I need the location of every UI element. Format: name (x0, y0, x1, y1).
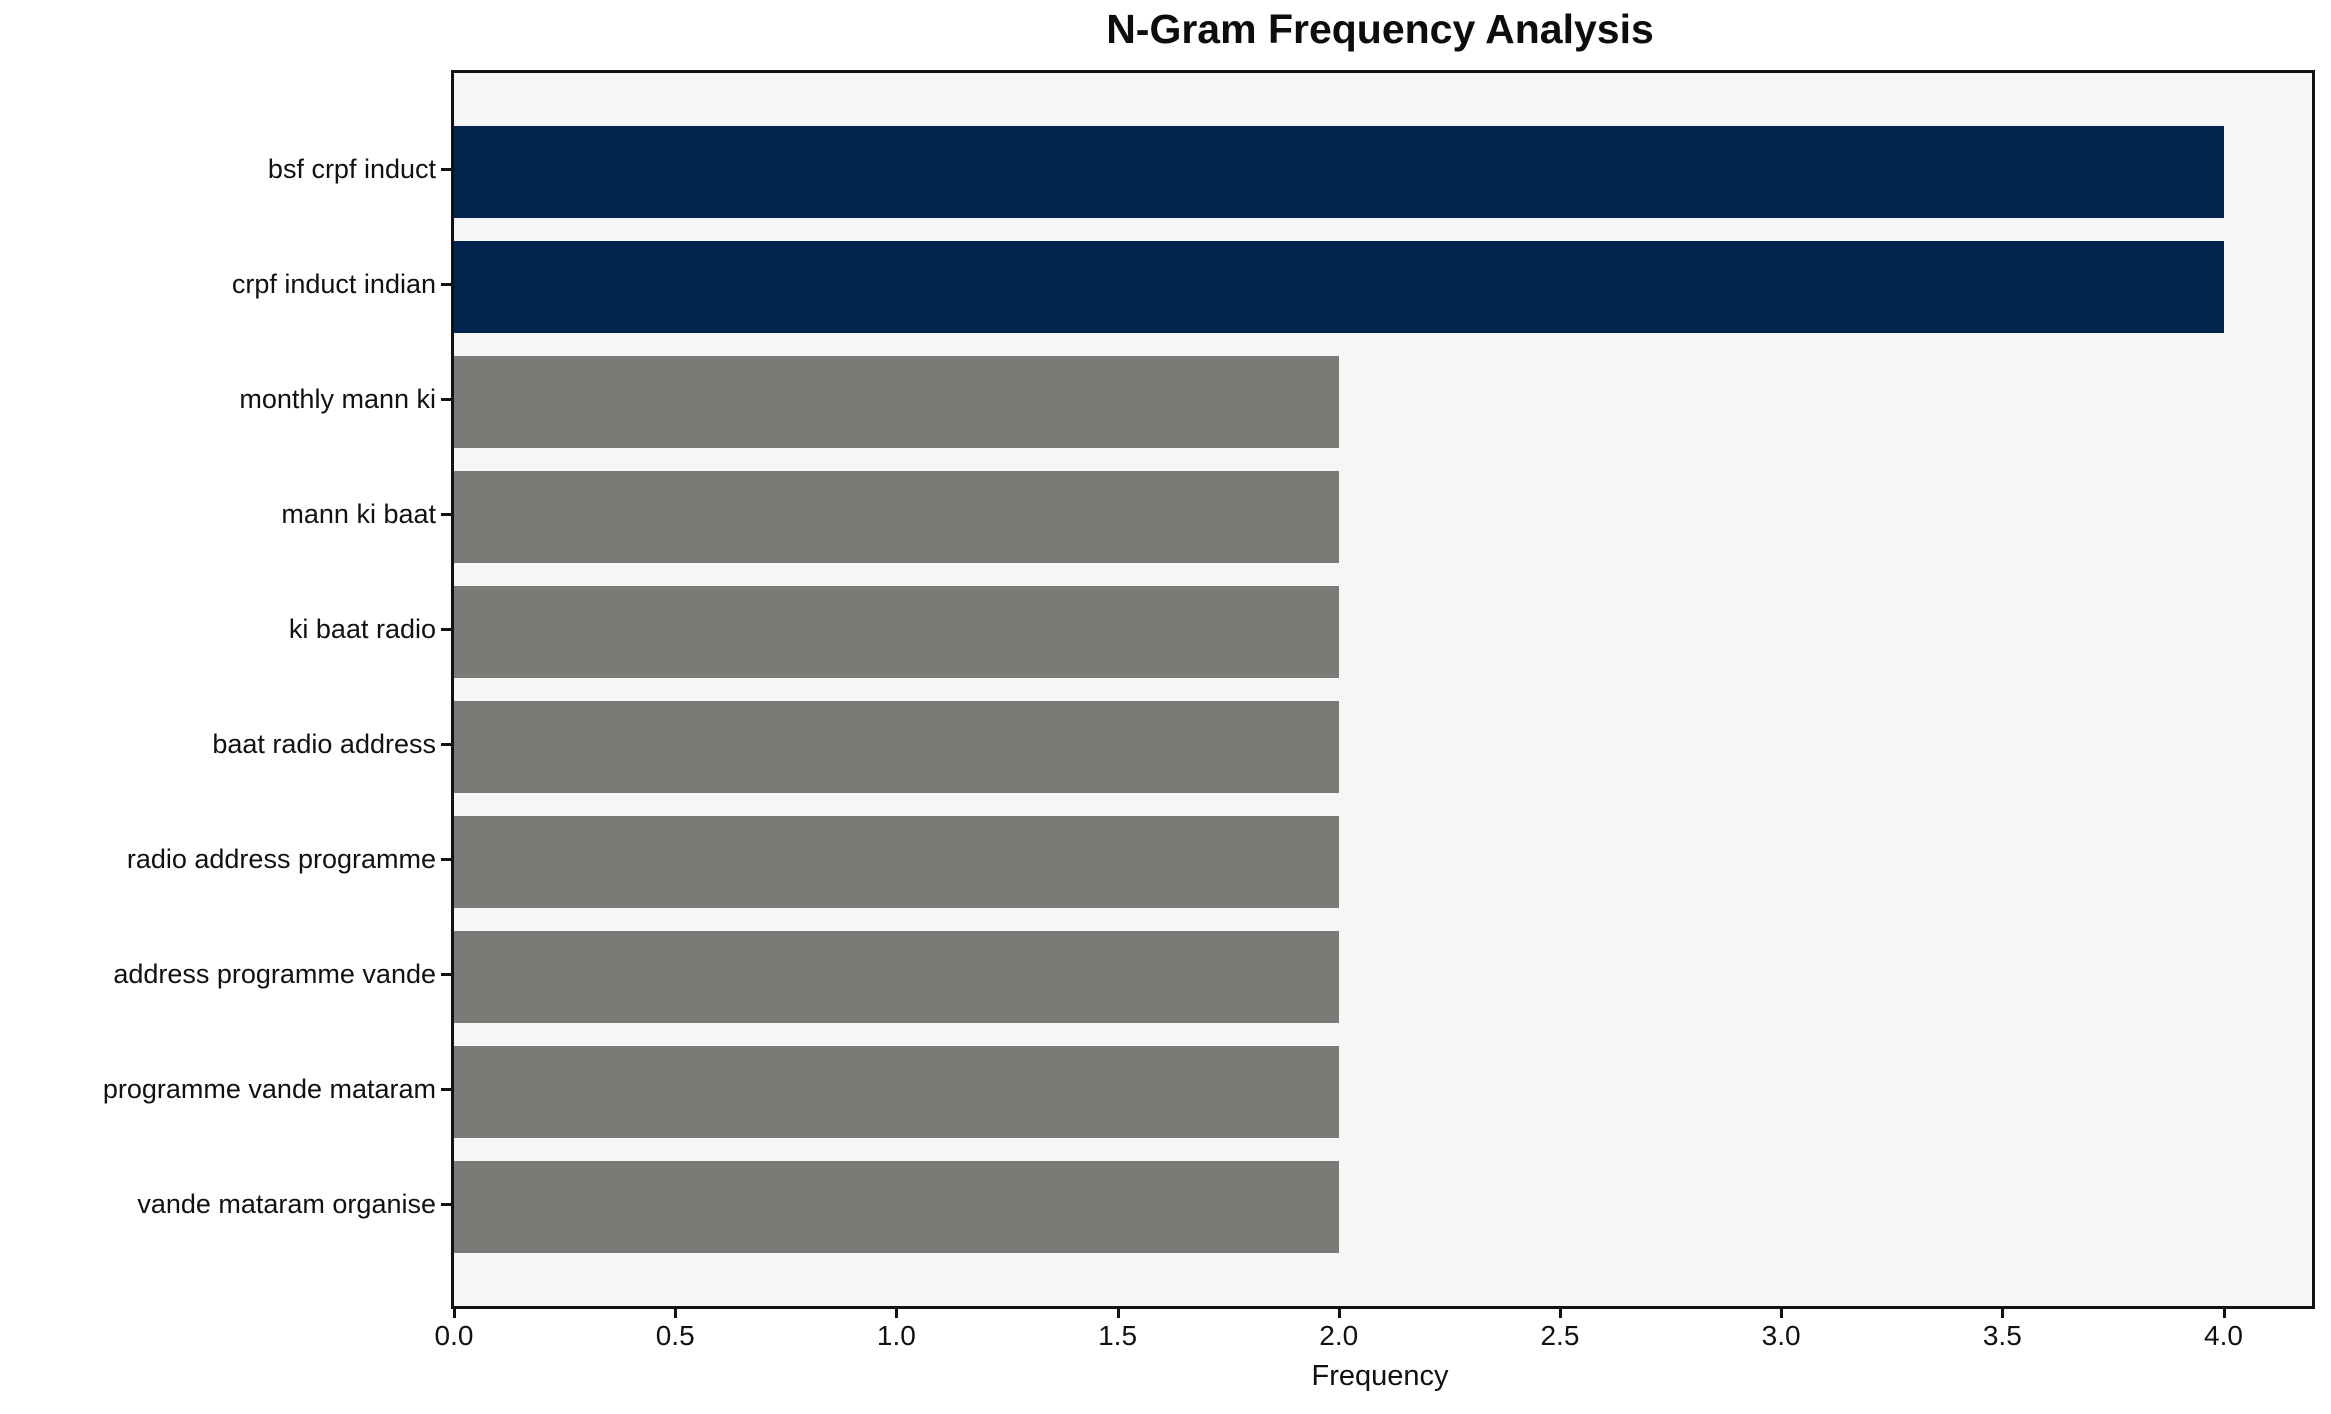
bar-crpf-induct-indian (454, 241, 2224, 333)
x-tick-mark (1780, 1306, 1784, 1318)
y-tick-mark (441, 168, 451, 171)
x-tick-mark (1116, 1306, 1120, 1318)
bar-mann-ki-baat (454, 471, 1339, 563)
bar-vande-mataram-organise (454, 1161, 1339, 1253)
x-tick-label: 1.5 (1098, 1320, 1138, 1351)
y-tick-mark (441, 283, 451, 286)
y-tick-label: vande mataram organise (137, 1189, 436, 1219)
y-tick-label: radio address programme (126, 844, 436, 874)
x-tick-label: 0.0 (434, 1320, 474, 1351)
y-tick-mark (441, 973, 451, 976)
x-tick-label: 3.5 (1982, 1320, 2022, 1351)
x-tick-mark (2001, 1306, 2005, 1318)
bar-ki-baat-radio (454, 586, 1339, 678)
x-tick-mark (895, 1306, 899, 1318)
y-tick-mark (441, 398, 451, 401)
x-tick-mark (1337, 1306, 1341, 1318)
chart-title: N-Gram Frequency Analysis (1106, 6, 1654, 52)
bar-monthly-mann-ki (454, 356, 1339, 448)
x-tick-mark (674, 1306, 678, 1318)
bar-bsf-crpf-induct (454, 126, 2224, 218)
bar-address-programme-vande (454, 931, 1339, 1023)
x-tick-mark (2222, 1306, 2226, 1318)
y-tick-mark (441, 513, 451, 516)
y-tick-label: ki baat radio (288, 614, 436, 644)
x-tick-label: 2.5 (1540, 1320, 1580, 1351)
bar-baat-radio-address (454, 701, 1339, 793)
y-tick-label: programme vande mataram (102, 1074, 436, 1104)
x-tick-label: 2.0 (1319, 1320, 1359, 1351)
bar-programme-vande-mataram (454, 1046, 1339, 1138)
y-tick-label: baat radio address (212, 729, 436, 759)
y-tick-mark (441, 1203, 451, 1206)
x-tick-label: 0.5 (655, 1320, 695, 1351)
x-tick-label: 3.0 (1761, 1320, 1801, 1351)
y-tick-mark (441, 858, 451, 861)
x-tick-label: 4.0 (2204, 1320, 2243, 1351)
plot-area (451, 70, 2315, 1309)
y-tick-label: monthly mann ki (239, 384, 436, 414)
y-tick-label: mann ki baat (281, 499, 436, 529)
y-tick-label: crpf induct indian (231, 269, 436, 299)
x-tick-mark (453, 1306, 456, 1318)
y-tick-mark (441, 1088, 451, 1091)
y-tick-mark (441, 628, 451, 631)
y-tick-label: bsf crpf induct (267, 154, 436, 184)
x-tick-mark (1558, 1306, 1562, 1318)
y-tick-label: address programme vande (113, 959, 436, 989)
y-tick-mark (441, 743, 451, 746)
x-axis-label: Frequency (1311, 1360, 1449, 1392)
bar-radio-address-programme (454, 816, 1339, 908)
x-tick-label: 1.0 (876, 1320, 916, 1351)
